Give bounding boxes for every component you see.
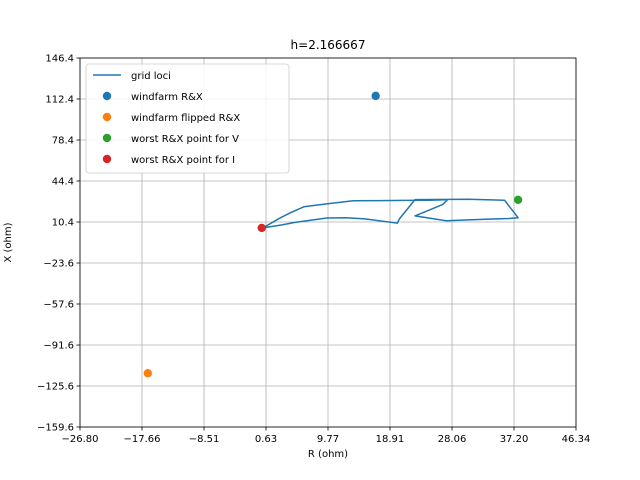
x-tick-label: −8.51 — [189, 434, 220, 445]
scatter-point — [513, 195, 523, 205]
grid-loci-line — [262, 198, 519, 229]
y-tick-label: −125.6 — [37, 382, 74, 393]
x-tick-label: 18.91 — [376, 434, 405, 445]
legend-box — [85, 63, 290, 174]
legend-marker-swatch — [102, 91, 112, 101]
data-layer — [143, 91, 523, 378]
scatter-point — [257, 223, 266, 233]
legend-label: grid loci — [131, 71, 171, 82]
legend-label: worst R&X point for I — [131, 155, 235, 166]
scatter-point — [143, 369, 153, 378]
scatter-point — [371, 91, 380, 101]
x-tick-label: 28.06 — [438, 434, 467, 445]
legend-label: windfarm R&X — [131, 92, 203, 103]
x-tick-label: 0.63 — [255, 434, 277, 445]
y-tick-label: −91.6 — [43, 341, 74, 352]
y-tick-label: 44.4 — [52, 177, 74, 188]
grid-layer — [79, 57, 577, 428]
chart-title: h=2.166667 — [291, 38, 366, 52]
y-tick-label: 78.4 — [52, 136, 74, 147]
y-tick-label: −23.6 — [43, 259, 74, 270]
x-tick-label: 46.34 — [562, 434, 591, 445]
legend-label: windfarm flipped R&X — [131, 113, 240, 124]
x-tick-label: −17.66 — [123, 434, 160, 445]
legend-marker-swatch — [102, 133, 112, 143]
x-axis-title: R (ohm) — [308, 449, 348, 460]
y-tick-label: −57.6 — [43, 300, 74, 311]
legend-marker-swatch — [102, 154, 112, 164]
tick-layer: −26.80 −17.66 −8.51 0.63 9.77 18.91 28.06 37.20… — [37, 54, 590, 446]
legend-marker-swatch — [102, 112, 112, 122]
legend-label: worst R&X point for V — [131, 134, 239, 145]
y-tick-label: 112.4 — [45, 95, 74, 106]
y-tick-label: −159.6 — [37, 423, 74, 434]
x-tick-label: −26.80 — [61, 434, 98, 445]
y-axis-title: X (ohm) — [3, 222, 14, 262]
y-tick-label: 10.4 — [52, 218, 74, 229]
legend: grid loci windfarm R&X windfarm flipped R&… — [85, 63, 290, 174]
x-tick-label: 37.20 — [500, 434, 529, 445]
y-tick-label: 146.4 — [45, 54, 74, 65]
x-tick-label: 9.77 — [317, 434, 339, 445]
